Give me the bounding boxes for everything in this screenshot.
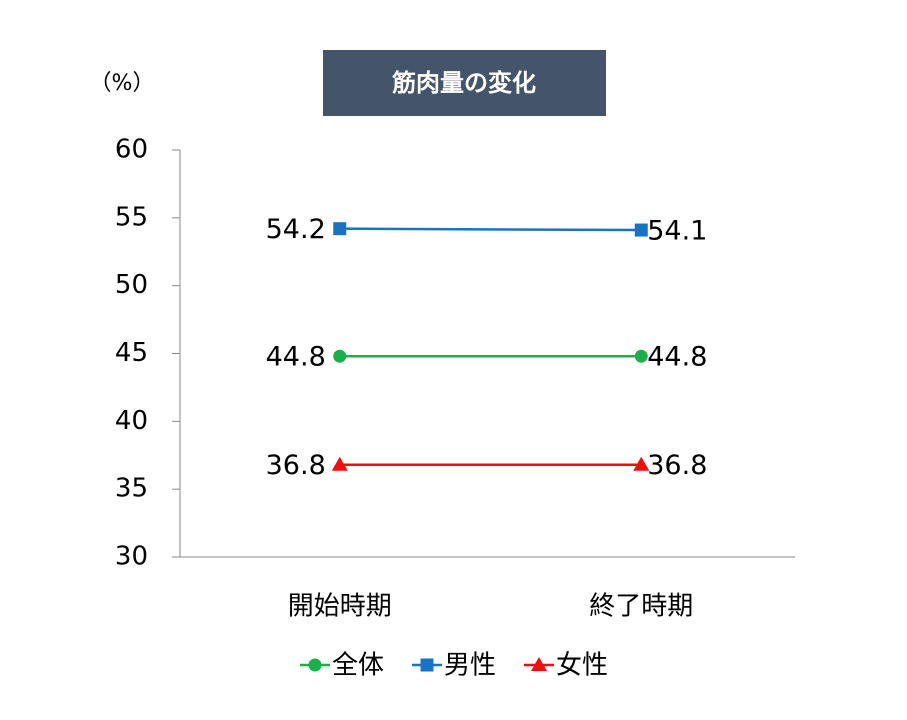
- x-tick-label: 開始時期: [288, 592, 392, 622]
- value-label: 54.1: [647, 216, 707, 247]
- legend-label: 男性: [444, 651, 496, 681]
- value-label: 54.2: [266, 214, 326, 245]
- value-label: 36.8: [647, 450, 707, 481]
- point: [633, 456, 650, 471]
- point: [333, 222, 347, 236]
- y-tick-label: 30: [115, 542, 148, 572]
- legend-label: 女性: [556, 651, 608, 681]
- y-unit: （%）: [90, 71, 155, 96]
- chart-title: 筋肉量の変化: [391, 69, 536, 97]
- y-tick-label: 60: [115, 135, 148, 165]
- series-line: [339, 227, 642, 232]
- value-label: 44.8: [266, 342, 326, 373]
- value-label: 44.8: [647, 342, 707, 373]
- legend-marker: [531, 657, 547, 671]
- y-tick-label: 45: [115, 338, 148, 368]
- x-tick-label: 終了時期: [589, 592, 693, 622]
- point: [333, 349, 347, 363]
- point: [634, 223, 648, 237]
- title-box: [323, 50, 606, 116]
- y-tick-label: 35: [115, 474, 148, 504]
- y-tick-label: 40: [115, 406, 148, 436]
- legend-label: 全体: [332, 651, 384, 681]
- legend-marker: [420, 658, 434, 672]
- legend-marker: [308, 658, 322, 672]
- point: [634, 349, 648, 363]
- point: [331, 456, 348, 471]
- y-tick-label: 55: [115, 202, 148, 232]
- y-tick-label: 50: [115, 270, 148, 300]
- value-label: 36.8: [266, 450, 326, 481]
